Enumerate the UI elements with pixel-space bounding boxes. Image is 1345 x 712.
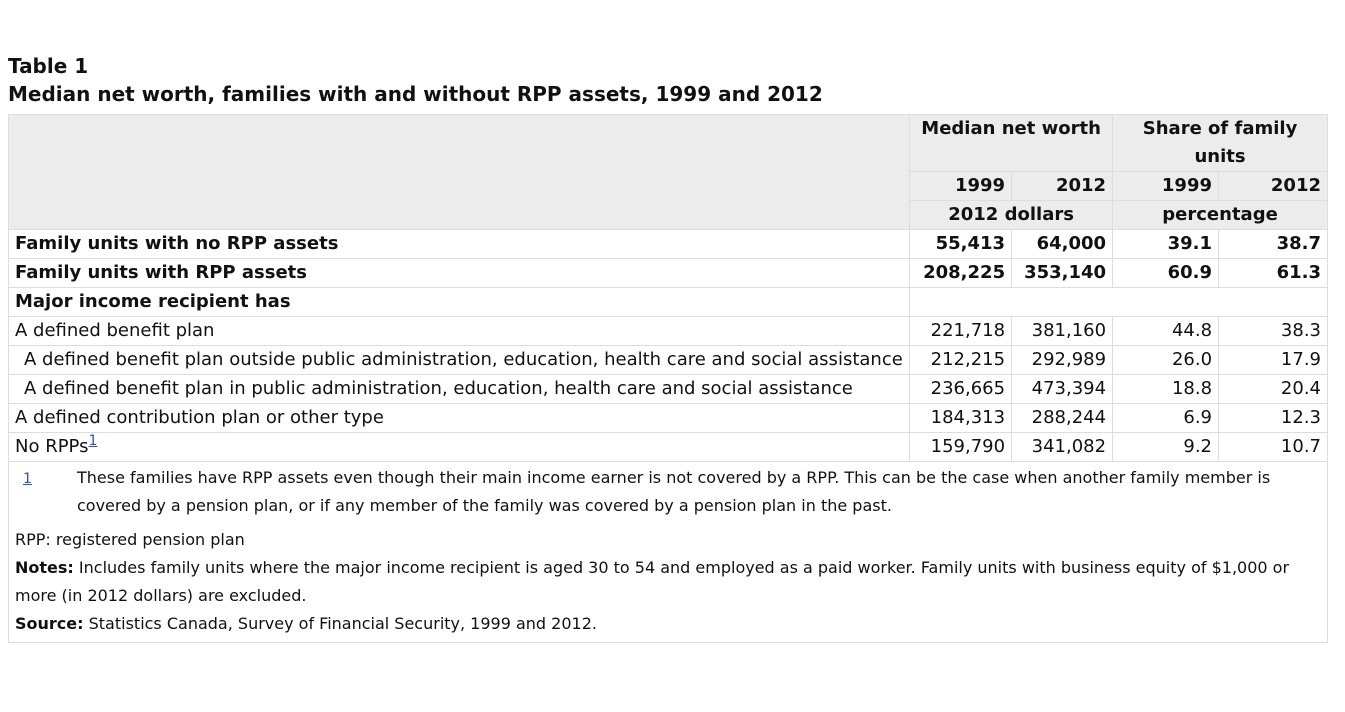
- source: Source: Statistics Canada, Survey of Fin…: [15, 610, 1321, 638]
- table-row: A defined benefit plan in public adminis…: [7, 374, 1328, 404]
- table-row: A defined benefit plan 221,718 381,160 44.8…: [7, 316, 1328, 346]
- data-cell: 10.7: [1218, 432, 1328, 462]
- footnote-ref: 1: [88, 431, 97, 449]
- data-cell: 381,160: [1011, 316, 1114, 346]
- unit-header: 2012 dollars: [909, 200, 1114, 230]
- row-label: Family units with RPP assets: [7, 258, 911, 288]
- table-body: Family units with no RPP assets 55,413 64,…: [7, 229, 1328, 462]
- data-cell: 60.9: [1112, 258, 1220, 288]
- data-cell: 38.7: [1218, 229, 1328, 259]
- data-cell: 184,313: [909, 403, 1013, 433]
- data-cell: 292,989: [1011, 345, 1114, 375]
- footnote-link[interactable]: 1: [88, 433, 98, 449]
- row-label: A defined benefit plan in public adminis…: [7, 374, 911, 404]
- table-title: Median net worth, families with and with…: [8, 82, 823, 106]
- table-row: A defined contribution plan or other typ…: [7, 403, 1328, 433]
- table-row: A defined benefit plan outside public ad…: [7, 345, 1328, 375]
- row-label: A defined benefit plan: [7, 316, 911, 346]
- row-label-text: A defined benefit plan: [15, 320, 215, 341]
- group-header: Share of family units: [1112, 114, 1328, 172]
- source-text: Statistics Canada, Survey of Financial S…: [88, 614, 597, 633]
- row-label-text: Family units with no RPP assets: [15, 233, 339, 254]
- header-row: 2012 dollars percentage: [9, 200, 1328, 230]
- footer-row: 1 These families have RPP assets even th…: [8, 461, 1328, 643]
- data-cell: 208,225: [909, 258, 1013, 288]
- row-label-text: A defined benefit plan outside public ad…: [24, 349, 903, 370]
- row-label-text: No RPPs: [15, 436, 89, 457]
- row-label-text: A defined benefit plan in public adminis…: [24, 378, 853, 399]
- row-label-text: Major income recipient has: [15, 291, 291, 312]
- data-cell: 221,718: [909, 316, 1013, 346]
- table-row: Family units with no RPP assets 55,413 64,…: [7, 229, 1328, 259]
- unit-header: percentage: [1112, 200, 1328, 230]
- footnote-text: These families have RPP assets even thou…: [77, 468, 1271, 515]
- data-cell: 26.0: [1112, 345, 1220, 375]
- row-label: A defined benefit plan outside public ad…: [7, 345, 911, 375]
- footnote-link[interactable]: 1: [23, 471, 32, 487]
- data-cell: 12.3: [1218, 403, 1328, 433]
- table-row: Family units with RPP assets 208,225 353,1…: [7, 258, 1328, 288]
- table-row: No RPPs1 159,790 341,082 9.2 10.7: [7, 431, 1328, 462]
- row-label-text: Family units with RPP assets: [15, 262, 307, 283]
- row-label: A defined contribution plan or other typ…: [7, 403, 911, 433]
- data-cell: 20.4: [1218, 374, 1328, 404]
- data-cell: 38.3: [1218, 316, 1328, 346]
- caption: Table 1 Median net worth, families with …: [8, 52, 823, 108]
- data-cell: 61.3: [1218, 258, 1328, 288]
- data-cell: 212,215: [909, 345, 1013, 375]
- data-cell: 473,394: [1011, 374, 1114, 404]
- row-label-text: A defined contribution plan or other typ…: [15, 407, 384, 428]
- footnote: 1 These families have RPP assets even th…: [15, 464, 1321, 520]
- year-header: 2012: [1011, 171, 1114, 201]
- notes-label: Notes:: [15, 558, 74, 577]
- table-head: Median net worth Share of family units 1…: [7, 114, 1328, 230]
- table-label: Table 1: [8, 54, 89, 78]
- data-cell: 44.8: [1112, 316, 1220, 346]
- year-header: 1999: [909, 171, 1013, 201]
- data-cell: 9.2: [1112, 432, 1220, 462]
- data-cell: 55,413: [909, 229, 1013, 259]
- data-cell: 64,000: [1011, 229, 1114, 259]
- header-row: Median net worth Share of family units: [7, 114, 1328, 230]
- header-row: 1999 2012 1999 2012: [9, 171, 1328, 201]
- data-cell: 341,082: [1011, 432, 1114, 462]
- data-cell: 39.1: [1112, 229, 1220, 259]
- empty-cell: [909, 287, 1328, 317]
- group-header: Median net worth: [909, 114, 1114, 172]
- data-cell: 18.8: [1112, 374, 1220, 404]
- footer-cell: 1 These families have RPP assets even th…: [8, 461, 1328, 643]
- year-header: 1999: [1112, 171, 1220, 201]
- source-label: Source:: [15, 614, 84, 633]
- data-table: Median net worth Share of family units 1…: [7, 114, 1328, 643]
- footnote-marker: 1: [15, 464, 77, 520]
- row-label: No RPPs1: [7, 431, 911, 462]
- abbreviation: RPP: registered pension plan: [15, 530, 245, 549]
- stub-header: [7, 114, 911, 230]
- notes-text: Includes family units where the major in…: [15, 558, 1290, 605]
- table-foot: 1 These families have RPP assets even th…: [8, 461, 1328, 643]
- notes: Notes: Includes family units where the m…: [15, 554, 1321, 610]
- table-row: Major income recipient has: [7, 287, 1328, 317]
- row-label: Family units with no RPP assets: [7, 229, 911, 259]
- data-cell: 236,665: [909, 374, 1013, 404]
- data-cell: 6.9: [1112, 403, 1220, 433]
- row-label: Major income recipient has: [7, 287, 911, 317]
- data-cell: 288,244: [1011, 403, 1114, 433]
- data-cell: 353,140: [1011, 258, 1114, 288]
- year-header: 2012: [1218, 171, 1328, 201]
- data-cell: 159,790: [909, 432, 1013, 462]
- data-cell: 17.9: [1218, 345, 1328, 375]
